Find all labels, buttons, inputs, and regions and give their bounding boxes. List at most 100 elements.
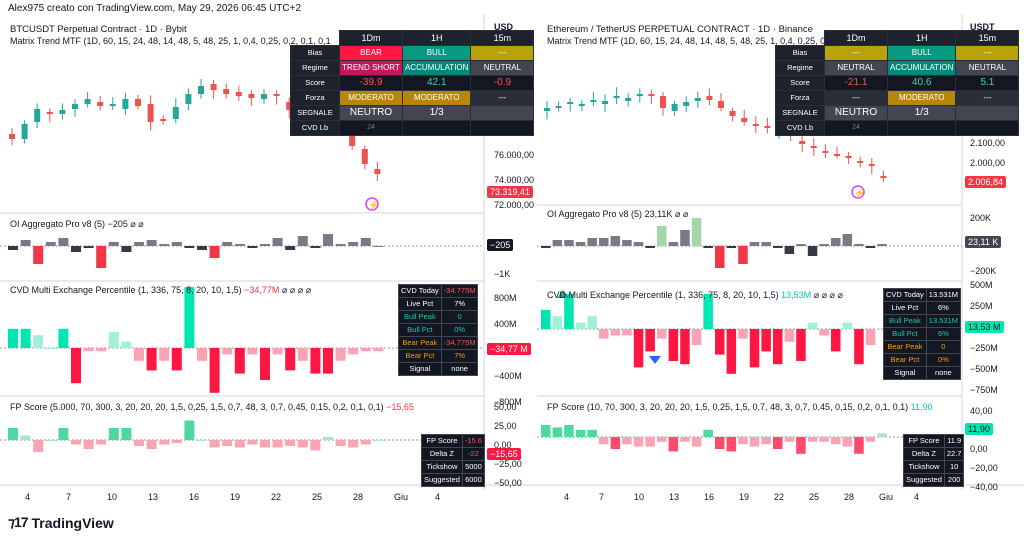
indicator-bar <box>121 246 132 252</box>
candle-body <box>602 101 608 104</box>
axis-tick-label: 40,00 <box>970 406 993 416</box>
fp-title[interactable]: FP Score (5.000, 70, 300, 3, 20, 20, 20,… <box>10 402 414 412</box>
indicator-bar <box>310 246 321 248</box>
indicator-bar <box>715 329 725 355</box>
indicator-bar <box>171 440 182 443</box>
candle-body <box>273 94 280 96</box>
indicator-bar <box>865 246 876 248</box>
candle-body <box>21 124 28 139</box>
chart-panel-left[interactable]: ⚡ BTCUSDT Perpetual Contract · 1D · Bybi… <box>0 14 537 502</box>
indicator-bar <box>247 246 258 248</box>
date-tick-label: 13 <box>669 492 680 502</box>
axis-tick-label: 400M <box>494 319 517 329</box>
indicator-bar <box>20 240 31 246</box>
indicator-bar <box>645 437 655 447</box>
indicator-bar <box>234 348 245 374</box>
cvd-badge: 13,53 M <box>965 321 1004 333</box>
indicator-bar <box>842 437 853 447</box>
down-triangle-icon <box>649 356 661 364</box>
indicator-bar <box>552 316 563 329</box>
indicator-bar <box>738 246 748 264</box>
date-tick-label: 13 <box>148 492 159 502</box>
indicator-bar <box>335 440 346 446</box>
indicator-bar <box>209 246 220 258</box>
indicator-bar <box>761 329 771 352</box>
indicator-bar <box>726 437 737 452</box>
indicator-bar <box>831 437 841 445</box>
indicator-title[interactable]: Matrix Trend MTF (1D, 60, 15, 24, 48, 14… <box>10 36 331 46</box>
chart-panel-right[interactable]: ⚡ Ethereum / TetherUS PERPETUAL CONTRACT… <box>537 14 1024 502</box>
axis-tick-label: −20,00 <box>970 463 998 473</box>
indicator-bar <box>668 437 679 452</box>
fp-title[interactable]: FP Score (10, 70, 300, 3, 20, 20, 20, 1,… <box>547 402 933 412</box>
indicator-bar <box>360 238 371 246</box>
axis-tick-label: 76.000,00 <box>494 150 535 160</box>
indicator-bar <box>622 240 632 246</box>
mtf-table: 1Dm 1H 15m Bias --- BULL --- Regime NEUTRAL ACCUM… <box>775 30 1020 136</box>
indicator-bar <box>184 420 195 440</box>
axis-tick-label: −800M <box>494 397 522 407</box>
indicator-bar <box>738 437 748 445</box>
candle-body <box>590 100 597 102</box>
svg-text:⚡: ⚡ <box>368 199 379 211</box>
indicator-bar <box>715 437 725 449</box>
fp-table: FP Score 11.9 Delta Z 22.7 Tickshow 10 Suggest… <box>903 434 965 487</box>
indicator-bar <box>121 428 132 440</box>
indicator-bar <box>108 428 119 440</box>
oi-axis-label-bottom: −200K <box>970 266 997 276</box>
date-tick-label: 4 <box>435 492 441 502</box>
indicator-bar <box>749 329 760 368</box>
indicator-bar <box>134 242 144 246</box>
axis-tick-label: 800M <box>494 293 517 303</box>
indicator-bar <box>33 440 44 452</box>
date-tick-label: 28 <box>353 492 364 502</box>
indicator-bar <box>373 246 384 247</box>
axis-tick-label: 500M <box>970 280 993 290</box>
candle-body <box>880 176 887 178</box>
chart-canvas-left: ⚡ <box>0 14 537 490</box>
date-tick-label: 16 <box>189 492 200 502</box>
candle-body <box>261 94 267 99</box>
cvd-title[interactable]: CVD Multi Exchange Percentile (1, 336, 7… <box>547 290 843 300</box>
cvd-table: CVD Today -34.775M Live Pct 7% Bull Peak 0 Bul… <box>398 284 479 376</box>
axis-tick-label: 74.000,00 <box>494 175 535 185</box>
indicator-bar <box>96 246 107 268</box>
oi-title[interactable]: OI Aggregato Pro v8 (5) 23,11K ⌀ ⌀ <box>547 209 689 219</box>
indicator-bar <box>297 236 308 246</box>
candle-body <box>147 104 154 122</box>
indicator-bar <box>691 437 702 447</box>
indicator-bar <box>703 246 713 248</box>
tradingview-logo[interactable]: ⁊17 TradingView <box>8 514 114 531</box>
candle-body <box>752 124 759 126</box>
indicator-bar <box>108 332 119 348</box>
candle-body <box>613 96 620 98</box>
candle-body <box>741 118 748 122</box>
candle-body <box>845 156 852 158</box>
indicator-bar <box>184 287 195 348</box>
symbol-title[interactable]: BTCUSDT Perpetual Contract · 1D · Bybit <box>10 24 187 35</box>
indicator-bar <box>323 437 333 440</box>
oi-title[interactable]: OI Aggregato Pro v8 (5) −205 ⌀ ⌀ <box>10 219 144 229</box>
indicator-bar <box>610 236 621 246</box>
indicator-bar <box>633 437 644 447</box>
axis-tick-label: −40,00 <box>970 482 998 492</box>
indicator-title[interactable]: Matrix Trend MTF (1D, 60, 15, 24, 48, 14… <box>547 36 868 46</box>
indicator-bar <box>197 246 207 250</box>
currency-label: USDT <box>970 22 995 32</box>
lightning-icon <box>365 197 379 211</box>
candle-body <box>706 96 713 100</box>
cvd-title[interactable]: CVD Multi Exchange Percentile (1, 336, 7… <box>10 285 312 295</box>
indicator-bar <box>247 348 258 355</box>
indicator-bar <box>680 329 690 365</box>
indicator-bar <box>854 329 864 365</box>
date-tick-label: 16 <box>704 492 715 502</box>
indicator-bar <box>146 348 157 371</box>
indicator-bar <box>715 246 725 268</box>
oi-badge: −205 <box>487 239 514 251</box>
indicator-bar <box>657 226 667 246</box>
symbol-title[interactable]: Ethereum / TetherUS PERPETUAL CONTRACT ·… <box>547 24 813 35</box>
candle-body <box>9 134 15 139</box>
indicator-bar <box>159 348 170 361</box>
indicator-bar <box>197 348 207 361</box>
indicator-bar <box>146 440 157 449</box>
